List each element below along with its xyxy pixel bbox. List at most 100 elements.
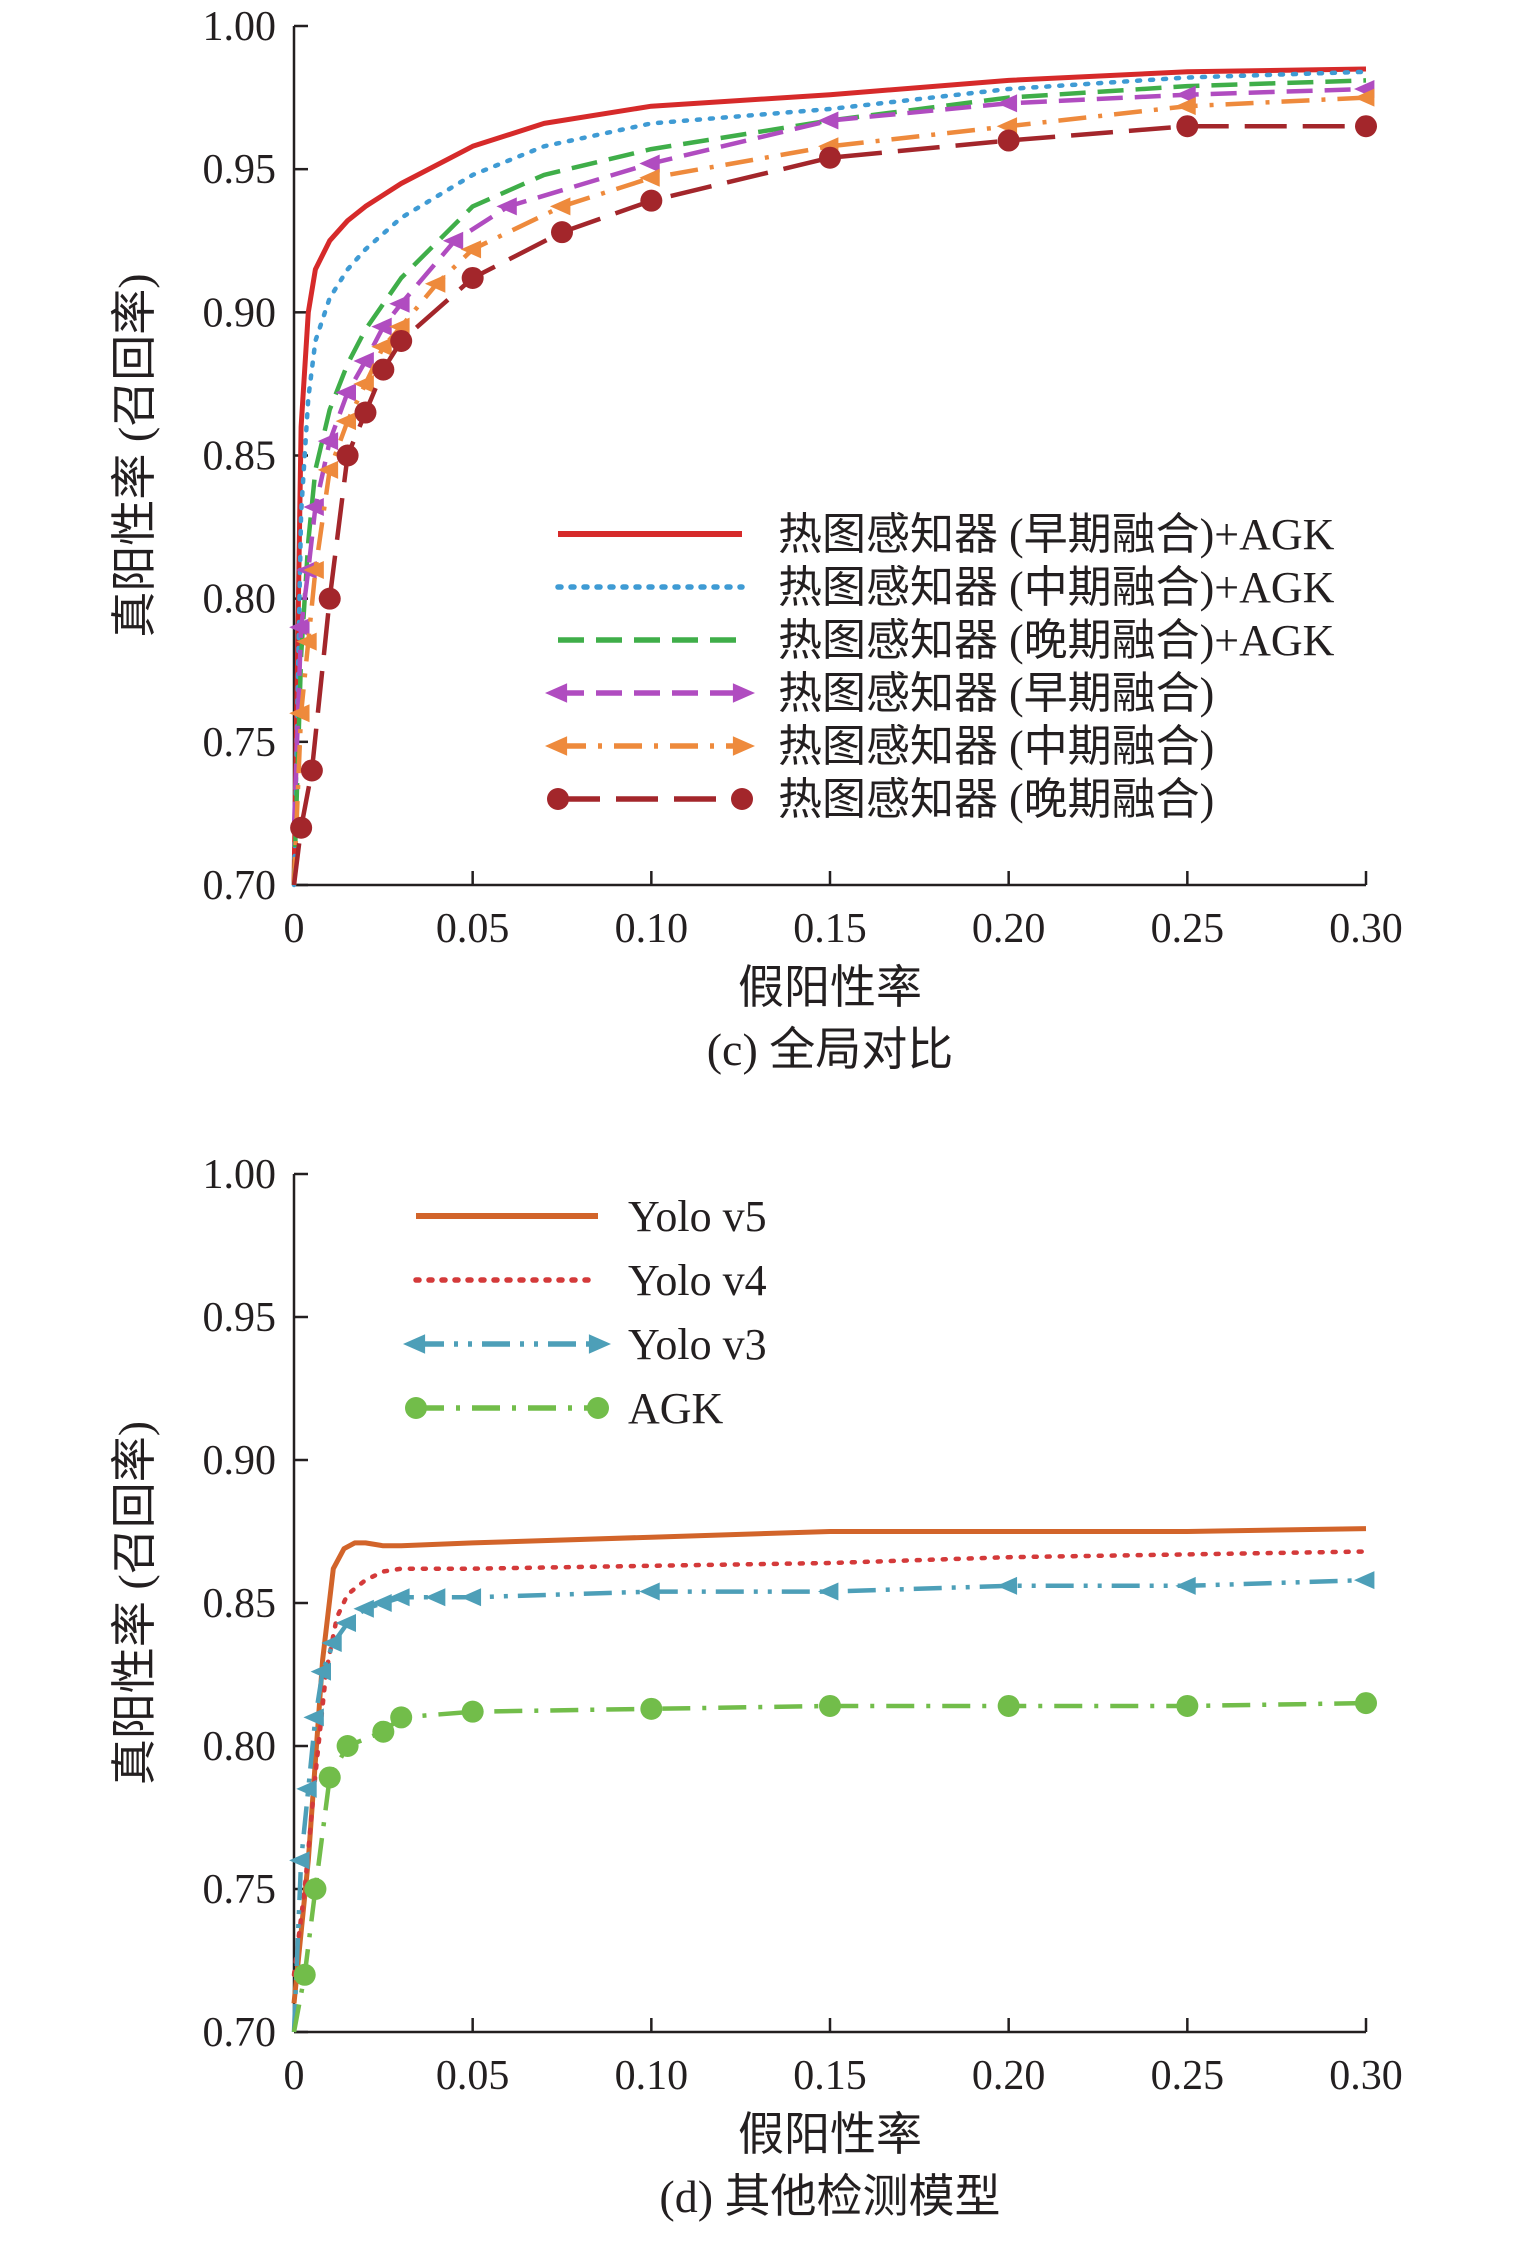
data-point (1176, 115, 1199, 138)
data-point (303, 561, 324, 580)
legend-label: 热图感知器 (中期融合) (778, 722, 1214, 771)
y-tick-label: 0.90 (203, 290, 277, 336)
legend-label: 热图感知器 (晚期融合)+AGK (778, 616, 1335, 665)
y-tick-label: 0.80 (203, 577, 277, 623)
y-tick-label: 0.75 (203, 720, 277, 766)
data-point (496, 197, 517, 216)
x-tick-label: 0.20 (972, 2053, 1046, 2099)
data-point (640, 1697, 663, 1720)
data-point (1354, 1571, 1375, 1590)
series-4 (291, 1692, 1377, 2033)
data-point (304, 1878, 327, 1900)
y-tick-label: 0.95 (203, 1295, 277, 1341)
legend-marker (732, 683, 755, 703)
series-4 (289, 79, 1375, 828)
data-point (461, 266, 484, 289)
data-point (318, 1766, 341, 1789)
x-axis-label: 假阳性率 (738, 962, 922, 1013)
y-tick-label: 0.75 (203, 1867, 277, 1913)
y-tick-label: 0.90 (203, 1438, 277, 1484)
legend-label: 热图感知器 (中期融合)+AGK (778, 563, 1335, 612)
data-point (317, 432, 339, 451)
data-point (353, 374, 374, 393)
chart-d: 0.70 0.75 0.80 0.85 0.90 0.95 1.00 0 0.05 0.10 0.1… (109, 1152, 1403, 2222)
x-tick-label: 0.25 (1151, 906, 1225, 952)
chart-c: 0.70 0.75 0.80 0.85 0.90 0.95 1.00 0 0.05 0.10 0.1… (109, 4, 1403, 1075)
data-point (1175, 97, 1196, 116)
y-tick-label: 1.00 (203, 4, 277, 50)
data-point (424, 1588, 446, 1607)
data-point (371, 337, 392, 356)
x-tick-label: 0.05 (436, 906, 510, 952)
chart-caption: (d) 其他检测模型 (659, 2171, 1000, 2222)
x-tick-label: 0.10 (615, 2053, 689, 2099)
legend-marker (587, 1397, 609, 1419)
data-point (317, 460, 339, 479)
series-line (291, 1700, 1367, 2033)
data-point (289, 618, 310, 637)
data-point (335, 383, 356, 402)
x-tick-label: 0.15 (793, 2053, 867, 2099)
legend-label: AGK (628, 1384, 724, 1433)
series-1 (291, 66, 1367, 886)
series-5 (289, 88, 1375, 886)
legend-label: 热图感知器 (早期融合) (778, 669, 1214, 718)
series-line (291, 69, 1369, 888)
data-point (996, 1576, 1018, 1595)
legend-marker (545, 683, 568, 703)
series-3 (289, 1571, 1375, 2033)
data-point (461, 1700, 484, 1723)
legend-marker (588, 1334, 611, 1354)
x-tick-label: 0 (284, 2053, 305, 2099)
data-point (390, 329, 413, 352)
data-point (353, 352, 374, 371)
series-line (291, 1577, 1367, 2033)
x-tick-label: 0.30 (1329, 906, 1403, 952)
data-point (371, 1594, 392, 1612)
y-tick-label: 0.95 (203, 147, 277, 193)
legend-marker (545, 736, 568, 756)
legend-marker (731, 788, 753, 810)
x-tick-label: 0 (284, 906, 305, 952)
data-point (818, 1582, 839, 1601)
series-line (291, 86, 1367, 828)
data-point (289, 1851, 310, 1870)
data-point (290, 816, 313, 839)
data-point (336, 444, 359, 467)
data-point (390, 1706, 413, 1729)
data-point (336, 1735, 359, 1757)
data-point (335, 1614, 356, 1633)
data-point (819, 146, 841, 169)
data-point (318, 587, 341, 610)
data-point (1175, 85, 1196, 104)
legend-label: 热图感知器 (早期融合)+AGK (778, 510, 1335, 559)
legend-label: Yolo v5 (628, 1192, 767, 1241)
data-point (372, 1720, 395, 1743)
data-point (296, 1779, 317, 1798)
data-point (389, 1588, 410, 1607)
x-tick-label: 0.10 (615, 906, 689, 952)
x-tick-label: 0.30 (1329, 2053, 1403, 2099)
data-point (321, 1634, 342, 1653)
data-point (293, 1963, 316, 1986)
data-point (354, 401, 377, 424)
data-point (639, 154, 660, 173)
series-1 (291, 1526, 1367, 2004)
data-point (818, 111, 839, 130)
series-line (291, 1526, 1367, 2004)
chart-caption: (c) 全局对比 (707, 1024, 954, 1075)
data-point (353, 1599, 374, 1618)
data-point (442, 231, 464, 250)
data-point (424, 274, 446, 293)
data-point (1355, 1692, 1377, 1715)
y-tick-label: 0.70 (203, 863, 277, 909)
series-2 (291, 1549, 1369, 1978)
data-point (372, 358, 395, 381)
series-line (291, 1549, 1369, 1978)
data-point (1175, 1576, 1196, 1595)
legend: Yolo v5 Yolo v4 Yolo v3 AGK (403, 1192, 767, 1433)
data-point (550, 197, 571, 216)
data-point (460, 1588, 482, 1607)
